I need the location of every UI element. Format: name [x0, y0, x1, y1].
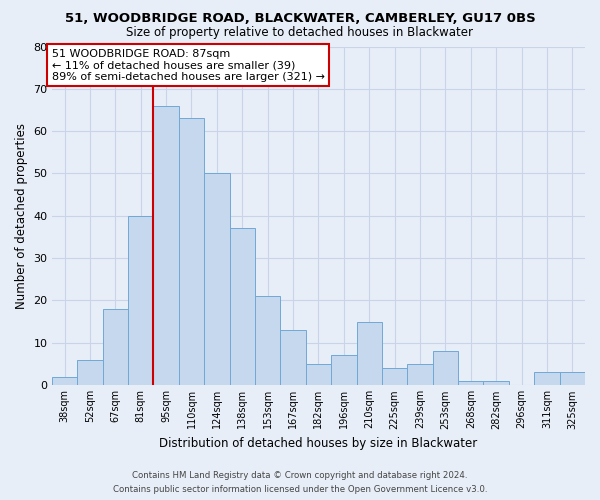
Bar	[458, 381, 484, 385]
Bar	[230, 228, 255, 385]
Text: Contains HM Land Registry data © Crown copyright and database right 2024.
Contai: Contains HM Land Registry data © Crown c…	[113, 472, 487, 494]
X-axis label: Distribution of detached houses by size in Blackwater: Distribution of detached houses by size …	[159, 437, 478, 450]
Bar	[103, 309, 128, 385]
Bar	[204, 174, 230, 385]
Bar	[433, 351, 458, 385]
Y-axis label: Number of detached properties: Number of detached properties	[15, 123, 28, 309]
Bar	[331, 356, 356, 385]
Bar	[560, 372, 585, 385]
Text: 51 WOODBRIDGE ROAD: 87sqm
← 11% of detached houses are smaller (39)
89% of semi-: 51 WOODBRIDGE ROAD: 87sqm ← 11% of detac…	[52, 48, 325, 82]
Text: 51, WOODBRIDGE ROAD, BLACKWATER, CAMBERLEY, GU17 0BS: 51, WOODBRIDGE ROAD, BLACKWATER, CAMBERL…	[65, 12, 535, 26]
Bar	[52, 376, 77, 385]
Bar	[356, 322, 382, 385]
Text: Size of property relative to detached houses in Blackwater: Size of property relative to detached ho…	[127, 26, 473, 39]
Bar	[77, 360, 103, 385]
Bar	[407, 364, 433, 385]
Bar	[154, 106, 179, 385]
Bar	[280, 330, 306, 385]
Bar	[534, 372, 560, 385]
Bar	[255, 296, 280, 385]
Bar	[179, 118, 204, 385]
Bar	[382, 368, 407, 385]
Bar	[306, 364, 331, 385]
Bar	[484, 381, 509, 385]
Bar	[128, 216, 154, 385]
